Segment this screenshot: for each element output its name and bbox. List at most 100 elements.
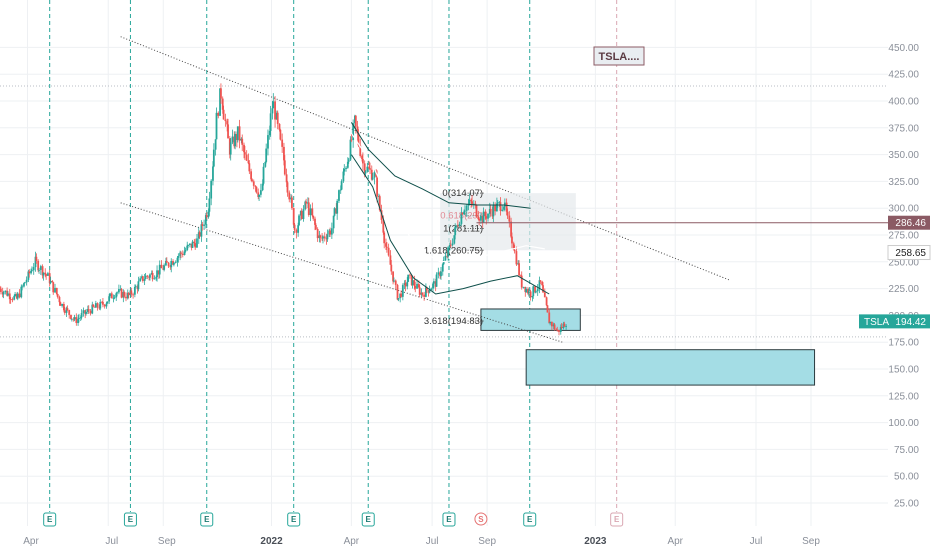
split-marker[interactable]: S	[474, 512, 488, 526]
candle-body	[151, 272, 154, 280]
fib-level-label: 0(314.07)	[442, 188, 483, 199]
candle-body	[78, 318, 80, 319]
split-marker-badge	[474, 512, 488, 526]
candle-body	[212, 166, 214, 181]
candle-body	[349, 139, 352, 160]
candle-body	[304, 201, 307, 210]
candle-body	[510, 221, 512, 237]
earnings-marker[interactable]: E	[523, 512, 537, 527]
candle-body	[432, 283, 434, 289]
candle-body	[194, 243, 197, 248]
moving-average-line	[350, 122, 531, 209]
candle-body	[210, 180, 213, 199]
candle-body	[130, 290, 133, 295]
candle-body	[215, 112, 218, 140]
candle-body	[243, 152, 246, 155]
candle-body	[366, 166, 369, 172]
candle-body	[281, 139, 284, 147]
candle-body	[342, 171, 345, 182]
candle-body	[89, 310, 92, 314]
earnings-marker[interactable]: E	[43, 512, 57, 527]
candle-body	[108, 296, 111, 302]
candle-body	[34, 256, 37, 268]
candle-body	[51, 280, 54, 283]
candle-body	[536, 288, 539, 292]
candle-body	[458, 223, 461, 227]
earnings-marker[interactable]: E	[287, 512, 301, 527]
candle-body	[149, 274, 151, 278]
candle-body	[401, 285, 404, 297]
candle-body	[376, 176, 379, 197]
earnings-marker[interactable]: E	[361, 512, 375, 527]
candle-body	[226, 121, 229, 125]
candle-body	[245, 154, 248, 161]
candle-body	[538, 280, 541, 289]
candle-body	[539, 280, 542, 282]
candle-body	[559, 326, 562, 332]
candle-body	[96, 303, 99, 308]
candle-body	[501, 209, 504, 211]
candle-body	[62, 303, 65, 311]
candle-body	[506, 211, 509, 216]
candle-body	[163, 265, 166, 270]
candle-body	[309, 208, 312, 215]
candle-body	[257, 192, 260, 197]
candle-body	[238, 126, 241, 141]
candle-body	[116, 292, 119, 294]
candle-body	[224, 119, 227, 122]
candle-body	[251, 179, 253, 182]
candle-body	[227, 124, 229, 139]
candle-body	[177, 256, 180, 258]
candle-body	[314, 218, 316, 225]
candle-body	[82, 310, 85, 314]
candle-body	[312, 215, 315, 219]
candle-body	[392, 271, 394, 282]
earnings-marker[interactable]: E	[442, 512, 456, 527]
candle-body	[174, 262, 177, 263]
candle-body	[77, 318, 79, 324]
candle-body	[410, 275, 413, 286]
candle-body	[397, 298, 400, 300]
candle-body	[252, 181, 255, 186]
candle-body	[435, 274, 438, 287]
candle-body	[565, 325, 568, 327]
candle-body	[542, 285, 544, 293]
candle-body	[21, 286, 24, 288]
earnings-marker[interactable]: E	[200, 512, 214, 527]
candle-body	[495, 203, 498, 212]
candle-body	[553, 324, 556, 330]
candle-body	[222, 109, 225, 120]
candle-body	[417, 283, 420, 288]
candle-body	[85, 311, 87, 314]
candle-body	[27, 271, 30, 280]
candle-body	[155, 277, 158, 279]
earnings-marker[interactable]: E	[123, 512, 137, 527]
candle-body	[58, 296, 61, 303]
candle-body	[291, 197, 293, 209]
candle-body	[234, 133, 237, 147]
candle-body	[267, 135, 269, 149]
candle-body	[9, 299, 12, 300]
earnings-marker-badge	[523, 512, 537, 527]
candle-body	[444, 255, 447, 261]
event-marker-label: E	[291, 515, 297, 524]
candle-body	[30, 270, 32, 274]
candle-body	[153, 278, 156, 280]
candle-body	[558, 329, 560, 332]
candle-body	[456, 225, 459, 227]
candle-body	[534, 286, 536, 293]
candle-body	[298, 215, 300, 226]
candle-body	[496, 202, 499, 204]
resistance-price-value: 286.46	[895, 218, 926, 229]
earnings-lines	[49, 0, 618, 512]
candle-body	[416, 283, 418, 289]
candle-body	[478, 219, 481, 221]
earnings-marker[interactable]: E	[610, 512, 624, 527]
candle-body	[393, 280, 395, 282]
candle-body	[94, 303, 97, 308]
candle-body	[489, 208, 492, 212]
time-tick-label: 2023	[584, 536, 607, 547]
price-tick-label: 450.00	[888, 43, 919, 54]
candle-body	[529, 291, 532, 298]
